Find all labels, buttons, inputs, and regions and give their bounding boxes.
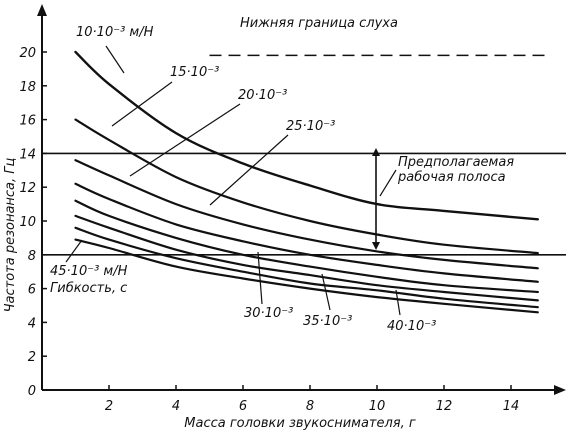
x-axis-title: Масса головки звукоснимателя, г	[184, 416, 416, 431]
x-tick-label: 6	[239, 399, 247, 414]
x-tick-label: 2	[105, 399, 113, 414]
y-axis-title: Частота резонанса, Гц	[3, 157, 18, 312]
hearing-limit-label: Нижняя граница слуха	[240, 16, 398, 31]
y-tick-label: 2	[28, 350, 36, 365]
x-tick-label: 10	[369, 399, 386, 414]
series-line-2	[74, 118, 539, 255]
y-tick-label: 8	[28, 249, 36, 264]
x-tick-label: 14	[503, 399, 520, 414]
label-compliance-30: 30·10⁻³	[244, 306, 293, 321]
band-label-line2: рабочая полоса	[397, 170, 506, 185]
y-tick-label: 0	[28, 384, 36, 399]
axis-ticks: 2 4 6 8 10 12 14 0 2 4 6 8 10 12 14 16 18 20	[19, 46, 519, 414]
series-line-7	[74, 226, 539, 309]
leader-lines	[65, 45, 401, 316]
label-compliance-40: 40·10⁻³	[387, 319, 436, 334]
label-compliance-10: 10·10⁻³ м/Н	[76, 25, 154, 40]
x-axis-arrow	[554, 385, 566, 395]
leader-20	[129, 103, 241, 177]
leader-15	[111, 81, 173, 127]
compliance-legend-title: Гибкость, с	[50, 281, 127, 296]
leader-45	[65, 239, 83, 263]
y-tick-label: 18	[19, 80, 36, 95]
label-compliance-45: 45·10⁻³ м/Н	[50, 264, 128, 279]
leader-25	[209, 134, 289, 206]
label-compliance-20: 20·10⁻³	[238, 88, 287, 103]
label-compliance-15: 15·10⁻³	[170, 65, 219, 80]
y-tick-label: 6	[28, 283, 36, 298]
leader-band	[379, 169, 397, 197]
x-tick-label: 8	[306, 399, 314, 414]
label-compliance-35: 35·10⁻³	[303, 314, 352, 329]
series-line-5	[74, 199, 539, 294]
y-tick-label: 14	[19, 147, 36, 162]
series-line-3	[74, 159, 539, 270]
y-tick-label: 4	[28, 316, 36, 331]
series-line-1	[74, 50, 539, 221]
label-compliance-25: 25·10⁻³	[286, 119, 335, 134]
series-curves	[74, 50, 539, 314]
series-line-6	[74, 214, 539, 302]
leader-35	[321, 273, 331, 311]
x-tick-label: 4	[172, 399, 180, 414]
leader-30	[257, 251, 263, 305]
series-line-4	[74, 182, 539, 283]
y-tick-label: 20	[19, 46, 36, 61]
leader-10	[105, 45, 125, 74]
series-line-8	[74, 238, 539, 314]
x-tick-label: 12	[436, 399, 453, 414]
y-tick-label: 12	[19, 181, 36, 196]
y-tick-label: 10	[19, 215, 36, 230]
leader-40	[395, 289, 401, 316]
y-tick-label: 16	[19, 114, 36, 129]
band-label-line1: Предполагаемая	[398, 155, 514, 170]
y-axis-arrow	[37, 4, 47, 16]
